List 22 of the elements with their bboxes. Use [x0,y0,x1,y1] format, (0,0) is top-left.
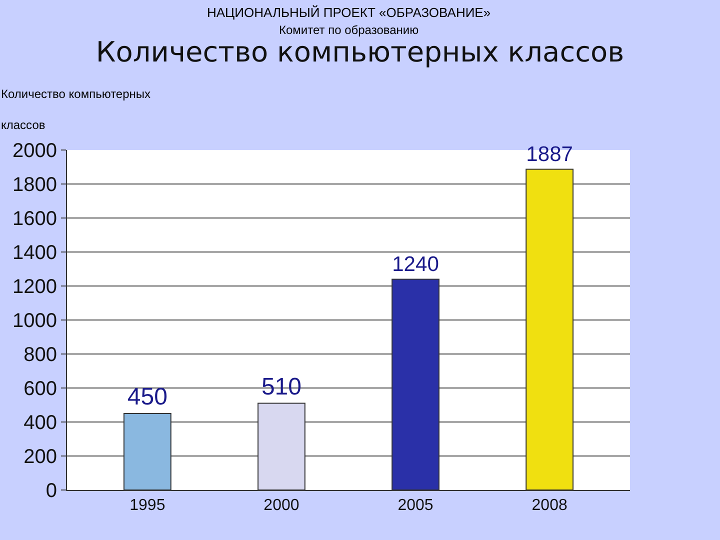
x-tick-label: 2008 [532,497,568,514]
text: Количество компьютерных классов [1,87,151,132]
y-tick-label: 0 [46,480,57,502]
y-tick-label: 800 [24,344,57,366]
y-tick-label: 1000 [12,310,57,332]
text: Комитет по образованию [279,23,419,37]
x-tick-label: 2005 [398,497,434,514]
y-tick-label: 1600 [12,208,57,230]
y-tick-label: 400 [24,412,57,434]
y-tick-label: 1400 [12,242,57,264]
y-tick-label: 1200 [12,276,57,298]
chart-title: Количество компьютерных классов [96,36,624,69]
x-tick-label: 1995 [130,497,166,514]
y-tick-label: 1800 [12,174,57,196]
text: НАЦИОНАЛЬНЫЙ ПРОЕКТ «ОБРАЗОВАНИЕ» [207,5,491,20]
y-tick-label: 600 [24,378,57,400]
data-label: 1887 [526,142,574,166]
data-label: 1240 [392,252,439,276]
y-tick-label: 200 [24,446,57,468]
data-label: 450 [127,384,168,410]
x-tick-label: 2000 [264,497,300,514]
y-tick-label: 2000 [12,140,57,162]
